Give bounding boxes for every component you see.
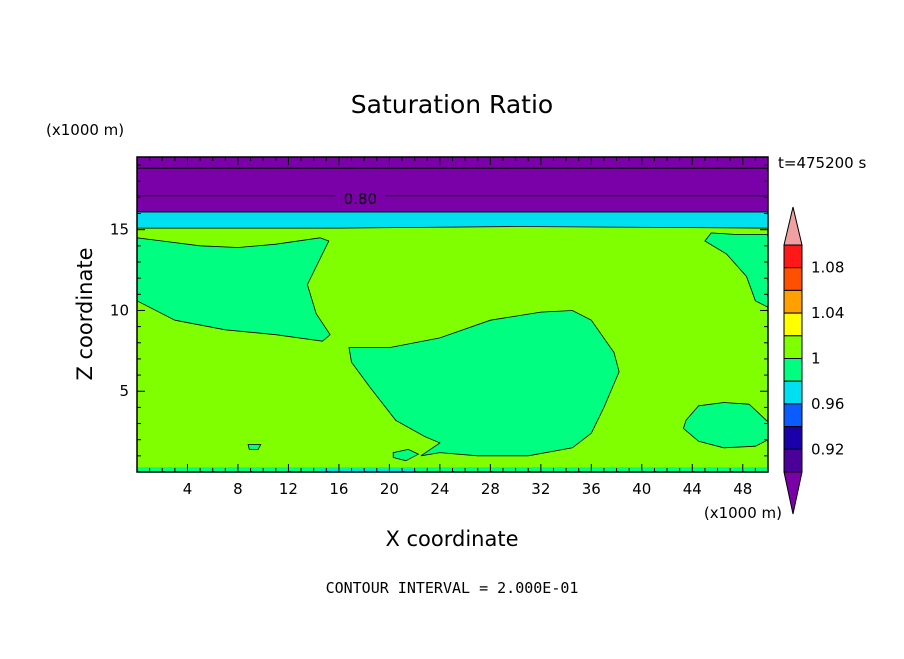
region-middle-region xyxy=(348,310,620,457)
x-tick-label: 8 xyxy=(233,480,243,498)
y-tick-label: 10 xyxy=(110,301,129,319)
colorbar-swatch xyxy=(783,335,803,359)
colorbar-swatch xyxy=(783,312,803,337)
y-axis-label: Z coordinate xyxy=(73,247,97,380)
colorbar-swatch xyxy=(783,289,803,314)
y-tick-label: 15 xyxy=(110,221,129,239)
colorbar-swatch xyxy=(783,403,803,428)
colorbar-tick-label: 1 xyxy=(811,350,821,368)
x-unit-label: (x1000 m) xyxy=(704,504,782,522)
region-upper-left-region xyxy=(136,237,331,342)
colorbar-swatch xyxy=(783,380,803,405)
x-tick-label: 20 xyxy=(380,480,399,498)
region-small-cell-2 xyxy=(392,448,420,462)
chart-title: Saturation Ratio xyxy=(351,90,553,119)
colorbar-tick-label: 0.96 xyxy=(811,395,844,413)
y-tick-label: 5 xyxy=(119,382,129,400)
x-tick-label: 28 xyxy=(481,480,500,498)
x-tick-label: 36 xyxy=(582,480,601,498)
colorbar-swatch xyxy=(783,448,803,473)
contour-interval-note: CONTOUR INTERVAL = 2.000E-01 xyxy=(326,579,579,597)
x-tick-label: 12 xyxy=(279,480,298,498)
x-tick-label: 32 xyxy=(531,480,550,498)
x-axis: 4 8 12 16 20 24 28 32 36 40 44 48 xyxy=(149,157,756,498)
colorbar-bottom-arrow xyxy=(783,471,803,515)
colorbar-top-arrow xyxy=(783,206,803,246)
x-axis-label: X coordinate xyxy=(385,527,518,551)
colorbar-swatch xyxy=(783,244,803,269)
x-tick-label: 16 xyxy=(329,480,348,498)
colorbar-swatch xyxy=(783,426,803,450)
contour-fill-layer xyxy=(136,157,769,472)
region-small-cell-1 xyxy=(247,444,262,450)
contour-label: 0.80 xyxy=(344,190,377,208)
x-tick-label: 40 xyxy=(632,480,651,498)
colorbar-tick-label: 0.92 xyxy=(811,440,844,458)
x-tick-label: 24 xyxy=(430,480,449,498)
colorbar: 0.92 0.96 1 1.04 1.08 xyxy=(783,206,844,515)
contour-line-layer: 0.80 xyxy=(137,167,768,213)
colorbar-tick-label: 1.08 xyxy=(811,259,844,277)
x-tick-label: 48 xyxy=(733,480,752,498)
colorbar-swatch xyxy=(783,358,803,382)
region-upper-right-region xyxy=(704,232,769,308)
time-label: t=475200 s xyxy=(778,154,866,172)
region-transition-band xyxy=(136,211,769,229)
colorbar-tick-label: 1.04 xyxy=(811,304,844,322)
y-axis: 5 10 15 xyxy=(110,164,768,457)
y-unit-label: (x1000 m) xyxy=(46,121,124,139)
region-dry-layer-top xyxy=(137,157,768,212)
region-bottom-cyan-patch xyxy=(320,468,415,472)
colorbar-swatch xyxy=(783,267,803,291)
x-tick-label: 44 xyxy=(683,480,702,498)
x-tick-label: 4 xyxy=(183,480,193,498)
